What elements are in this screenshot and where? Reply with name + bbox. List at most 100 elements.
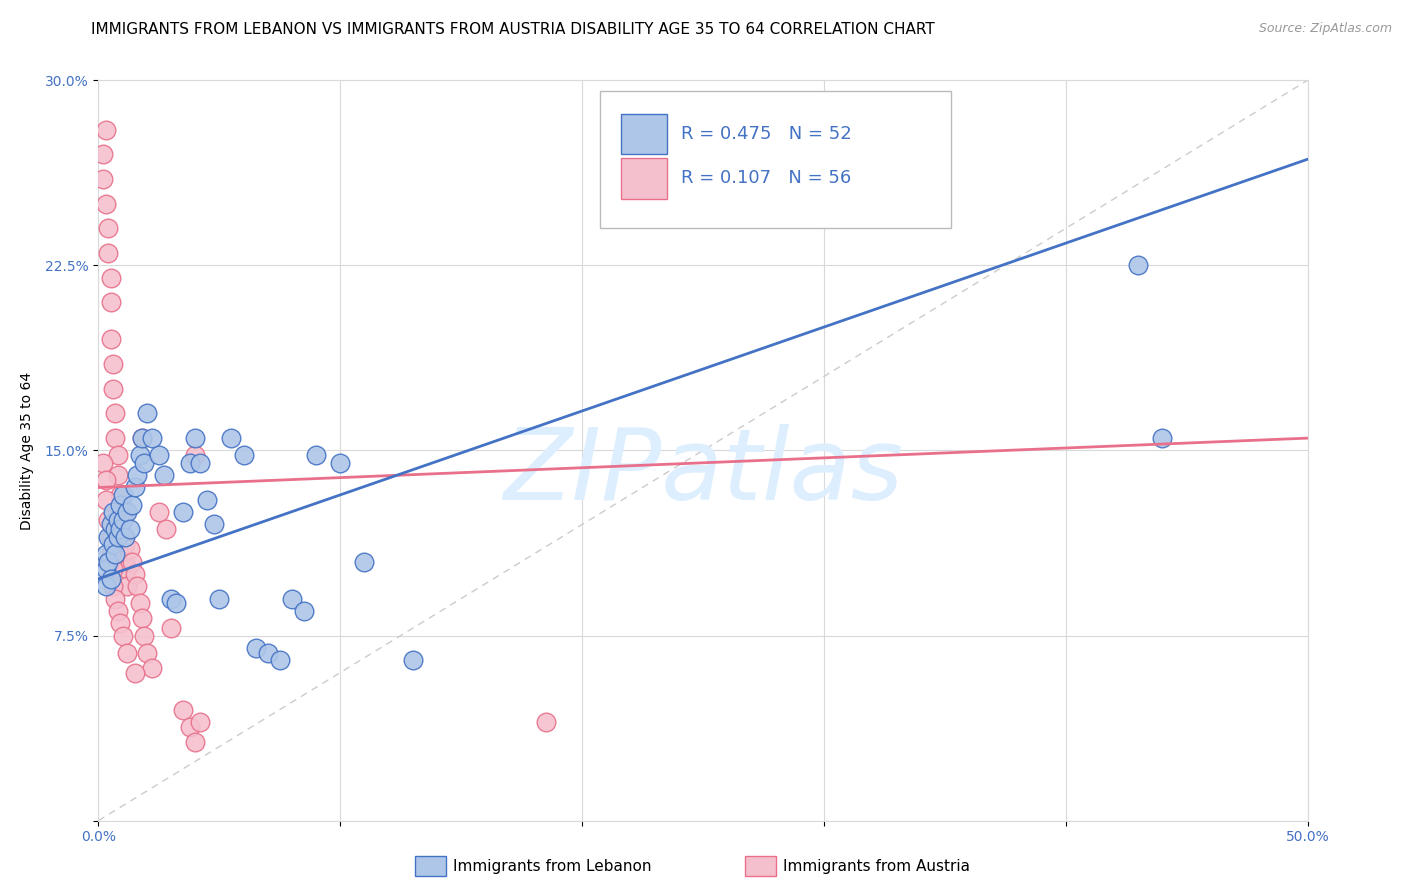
Point <box>131 611 153 625</box>
Point <box>135 646 157 660</box>
Point <box>124 480 146 494</box>
Point <box>94 473 117 487</box>
Point <box>135 407 157 421</box>
Point <box>184 449 207 463</box>
Point <box>101 562 124 576</box>
Point <box>104 547 127 561</box>
Text: IMMIGRANTS FROM LEBANON VS IMMIGRANTS FROM AUSTRIA DISABILITY AGE 35 TO 64 CORRE: IMMIGRANTS FROM LEBANON VS IMMIGRANTS FR… <box>91 22 935 37</box>
Point <box>204 517 226 532</box>
Point <box>124 665 146 680</box>
Point <box>104 523 127 537</box>
Point <box>111 530 134 544</box>
Point <box>195 492 218 507</box>
Point <box>91 456 114 470</box>
Point <box>152 468 174 483</box>
Point <box>117 562 139 576</box>
Point <box>121 498 143 512</box>
Point <box>160 591 183 606</box>
Point <box>118 523 141 537</box>
FancyBboxPatch shape <box>621 113 666 154</box>
Point <box>148 449 170 463</box>
Point <box>127 579 149 593</box>
Point <box>305 449 328 463</box>
Point <box>329 456 352 470</box>
Point <box>108 616 131 631</box>
Point <box>100 332 122 346</box>
Point <box>111 512 134 526</box>
Point <box>141 660 163 674</box>
Point <box>148 505 170 519</box>
FancyBboxPatch shape <box>600 91 950 228</box>
Point <box>91 172 114 186</box>
Point <box>97 530 120 544</box>
Point <box>97 221 120 235</box>
Point <box>160 621 183 635</box>
Point <box>184 734 207 748</box>
Point <box>111 488 134 502</box>
Point <box>107 604 129 618</box>
Point <box>97 246 120 260</box>
Point <box>232 449 254 463</box>
Point <box>100 547 122 561</box>
Point <box>269 653 291 667</box>
Point <box>155 523 177 537</box>
Point <box>104 591 127 606</box>
Point <box>128 597 150 611</box>
Point <box>179 456 201 470</box>
Point <box>111 505 134 519</box>
Point <box>165 597 187 611</box>
Point <box>108 498 131 512</box>
Point <box>117 505 139 519</box>
Point <box>1128 258 1150 272</box>
Point <box>97 512 120 526</box>
Point <box>281 591 304 606</box>
Point <box>101 537 124 551</box>
Point <box>108 488 131 502</box>
Point <box>100 517 122 532</box>
Point <box>245 640 267 655</box>
Point <box>108 512 131 526</box>
Text: Immigrants from Austria: Immigrants from Austria <box>783 859 970 873</box>
Point <box>256 646 278 660</box>
Point <box>184 431 207 445</box>
Point <box>114 555 136 569</box>
Point <box>221 431 243 445</box>
Point <box>108 523 131 537</box>
Point <box>104 431 127 445</box>
Point <box>208 591 231 606</box>
Point <box>353 555 375 569</box>
Point <box>172 703 194 717</box>
Point <box>94 562 117 576</box>
Point <box>91 147 114 161</box>
Point <box>172 505 194 519</box>
Point <box>131 431 153 445</box>
Point <box>118 542 141 557</box>
Text: Immigrants from Lebanon: Immigrants from Lebanon <box>453 859 651 873</box>
Point <box>107 512 129 526</box>
Point <box>100 572 122 586</box>
Point <box>97 555 120 569</box>
Point <box>117 646 139 660</box>
Point <box>121 555 143 569</box>
Point <box>94 122 117 136</box>
Text: ZIPatlas: ZIPatlas <box>503 425 903 521</box>
Point <box>101 357 124 371</box>
Point <box>114 537 136 551</box>
Point <box>134 456 156 470</box>
Point <box>107 530 129 544</box>
Point <box>94 196 117 211</box>
Text: Source: ZipAtlas.com: Source: ZipAtlas.com <box>1258 22 1392 36</box>
Point <box>100 295 122 310</box>
Point <box>402 653 425 667</box>
Point <box>534 714 557 729</box>
Point <box>100 270 122 285</box>
Text: R = 0.475   N = 52: R = 0.475 N = 52 <box>682 125 852 143</box>
Point <box>128 449 150 463</box>
Point <box>94 547 117 561</box>
Point <box>127 468 149 483</box>
Text: R = 0.107   N = 56: R = 0.107 N = 56 <box>682 169 852 187</box>
Point <box>107 468 129 483</box>
Point <box>1152 431 1174 445</box>
Point <box>94 492 117 507</box>
Point <box>179 720 201 734</box>
